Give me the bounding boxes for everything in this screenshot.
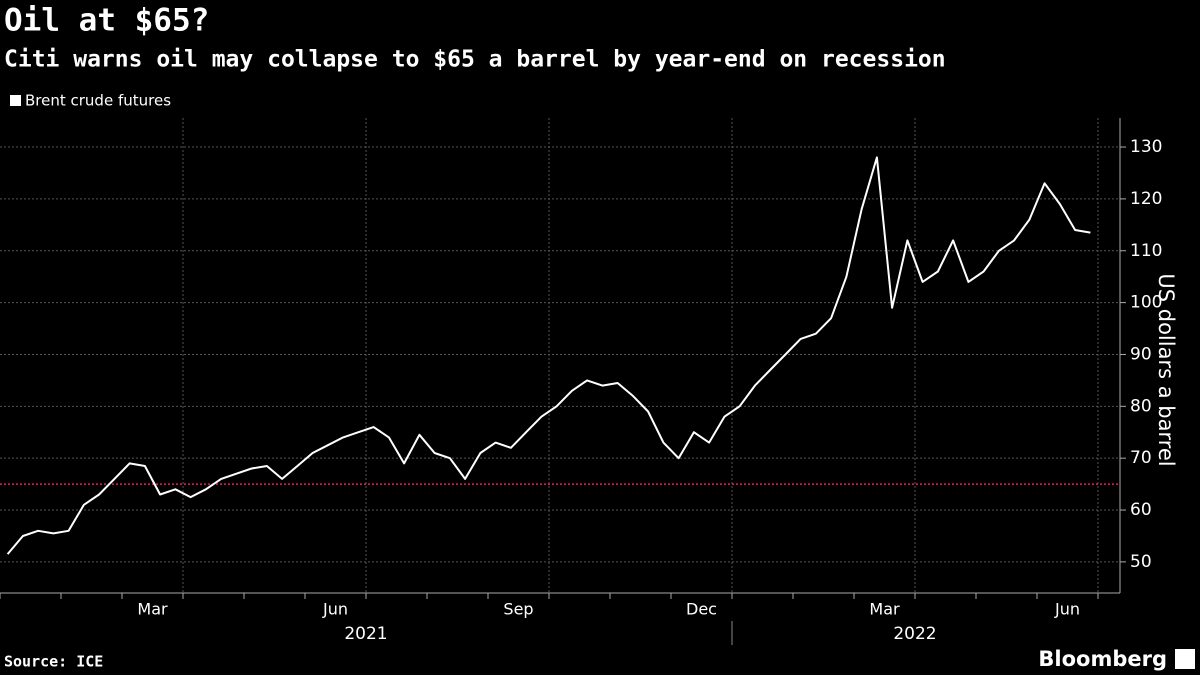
year-label: 2022: [893, 624, 936, 644]
chart-title: Oil at $65?: [4, 3, 209, 39]
data-line: [6, 156, 1091, 555]
y-tick-label: 70: [1130, 448, 1152, 468]
chart-subtitle: Citi warns oil may collapse to $65 a bar…: [4, 47, 946, 73]
year-label: 2021: [344, 624, 387, 644]
x-tick-label: Jun: [1054, 600, 1080, 619]
x-tick-label: Mar: [137, 600, 168, 619]
x-tick-label: Mar: [869, 600, 900, 619]
y-tick-label: 50: [1130, 552, 1152, 572]
y-tick-label: 80: [1130, 396, 1152, 416]
x-tick-label: Dec: [686, 600, 717, 619]
y-tick-label: 90: [1130, 344, 1152, 364]
y-tick-label: 60: [1130, 500, 1152, 520]
x-tick-label: Jun: [322, 600, 348, 619]
y-axis-label: US dollars a barrel: [1154, 273, 1178, 466]
brand: Bloomberg: [1038, 647, 1167, 671]
y-tick-label: 110: [1130, 241, 1162, 261]
y-tick-label: 120: [1130, 189, 1162, 209]
legend-label: Brent crude futures: [25, 92, 171, 110]
y-tick-label: 100: [1130, 293, 1162, 313]
source: Source: ICE: [4, 653, 103, 671]
y-tick-label: 130: [1130, 137, 1162, 157]
brand-icon: [1175, 649, 1195, 669]
x-tick-label: Sep: [503, 600, 533, 619]
legend-swatch: [10, 95, 21, 106]
